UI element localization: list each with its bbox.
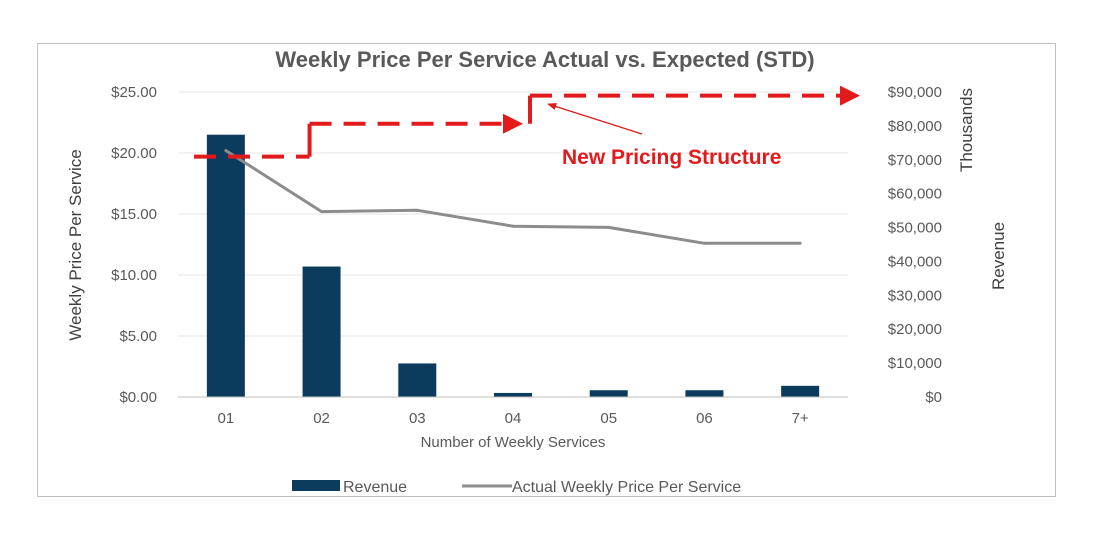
axes: $0.00 $5.00 $10.00 $15.00 $20.00 $25.00 $0 $10,…: [111, 84, 942, 427]
y-right-tick-label: $30,000: [888, 287, 942, 304]
y-left-tick-label: $25.00: [111, 84, 157, 101]
legend: Revenue Actual Weekly Price Per Service: [292, 479, 741, 496]
price-point: [511, 224, 515, 228]
y-right-tick-label: $80,000: [888, 118, 942, 135]
x-tick-label: 7+: [792, 410, 809, 427]
x-tick-label: 01: [218, 410, 235, 427]
price-point: [320, 210, 324, 214]
revenue-bar: [494, 392, 532, 397]
x-tick-label: 02: [313, 410, 330, 427]
y-left-tick-label: $20.00: [111, 145, 157, 162]
revenue-bar: [589, 390, 628, 397]
revenue-bar: [781, 385, 820, 397]
revenue-bar: [398, 363, 437, 397]
chart-title: Weekly Price Per Service Actual vs. Expe…: [275, 47, 814, 72]
y-left-tick-label: $0.00: [119, 389, 157, 406]
y-right-tick-label: $50,000: [888, 220, 942, 237]
annotation-new-pricing: New Pricing Structure: [562, 146, 781, 169]
y-right-tick-label: $90,000: [888, 84, 942, 101]
gridlines: [178, 91, 848, 337]
y-left-tick-label: $5.00: [119, 328, 157, 345]
y-left-tick-label: $10.00: [111, 267, 157, 284]
x-tick-label: 03: [409, 410, 426, 427]
y-right-tick-label: $60,000: [888, 186, 942, 203]
y-right-tick-label: $10,000: [888, 355, 942, 372]
revenue-bar: [302, 266, 341, 397]
chart-frame: [37, 43, 1056, 497]
y-axis-left-label: Weekly Price Per Service: [66, 149, 85, 340]
price-point: [224, 149, 228, 153]
legend-label-revenue: Revenue: [343, 479, 407, 496]
price-point: [415, 208, 419, 212]
y-right-tick-label: $70,000: [888, 152, 942, 169]
y-right-tick-label: $20,000: [888, 321, 942, 338]
price-point: [798, 241, 802, 245]
x-tick-label: 06: [696, 410, 713, 427]
revenue-bars: [206, 134, 820, 397]
y-right-tick-label: $0: [925, 389, 942, 406]
revenue-bar: [685, 390, 724, 397]
legend-swatch-revenue: [292, 480, 340, 491]
y-axis-right-label: Revenue: [989, 222, 1008, 290]
price-point: [607, 225, 611, 229]
x-tick-label: 05: [600, 410, 617, 427]
expected-pricing-steps: [194, 85, 860, 159]
annotation-arrow: [547, 103, 643, 135]
x-axis-label: Number of Weekly Services: [421, 434, 606, 451]
y-left-tick-label: $15.00: [111, 206, 157, 223]
legend-label-price-line: Actual Weekly Price Per Service: [512, 479, 741, 496]
revenue-bar: [206, 134, 245, 397]
y-right-tick-label: $40,000: [888, 253, 942, 270]
x-tick-label: 04: [505, 410, 522, 427]
price-line: [224, 149, 802, 245]
y-axis-right-units: Thousands: [957, 88, 976, 172]
price-point: [702, 241, 706, 245]
